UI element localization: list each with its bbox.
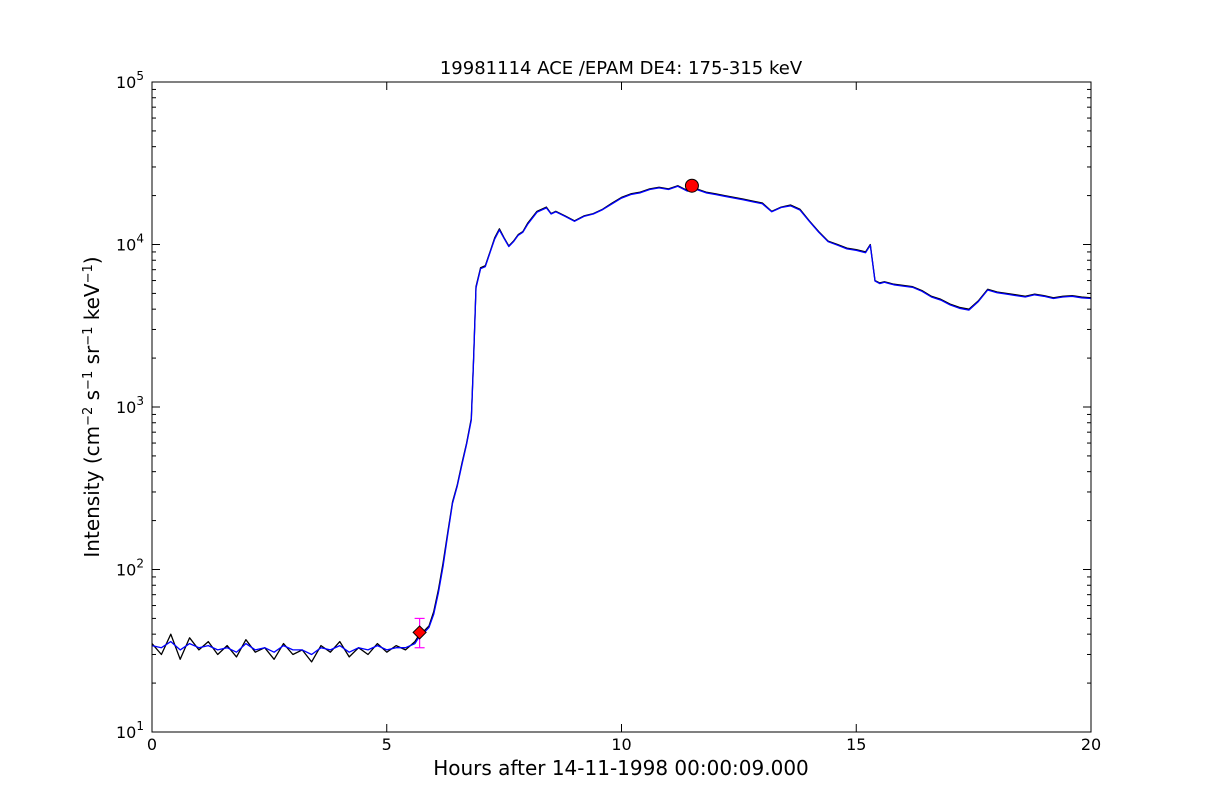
- y-axis-label: Intensity (cm−2 s−1 sr−1 keV−1): [80, 256, 104, 557]
- peak-marker: [684, 178, 699, 193]
- series-line-1: [151, 185, 1092, 656]
- y-tick-label: 102: [116, 557, 144, 580]
- y-axis-ticks: 101 102 103 104 105: [116, 69, 1091, 742]
- x-tick-label: 20: [1081, 735, 1101, 754]
- x-axis-label: Hours after 14-11-1998 00:00:09.000: [433, 756, 809, 780]
- x-tick-label: 0: [147, 735, 157, 754]
- chart-title: 19981114 ACE /EPAM DE4: 175-315 keV: [440, 58, 803, 79]
- marker-layer: [412, 178, 699, 649]
- y-tick-label: 105: [116, 69, 144, 92]
- x-tick-label: 15: [846, 735, 866, 754]
- y-tick-label: 101: [116, 719, 144, 742]
- series-layer: [151, 185, 1092, 663]
- plot-frame: [151, 81, 1092, 733]
- y-tick-label: 103: [116, 394, 144, 417]
- x-tick-label: 10: [611, 735, 631, 754]
- y-tick-label: 104: [116, 232, 144, 255]
- onset-marker: [412, 625, 427, 640]
- x-tick-label: 5: [382, 735, 392, 754]
